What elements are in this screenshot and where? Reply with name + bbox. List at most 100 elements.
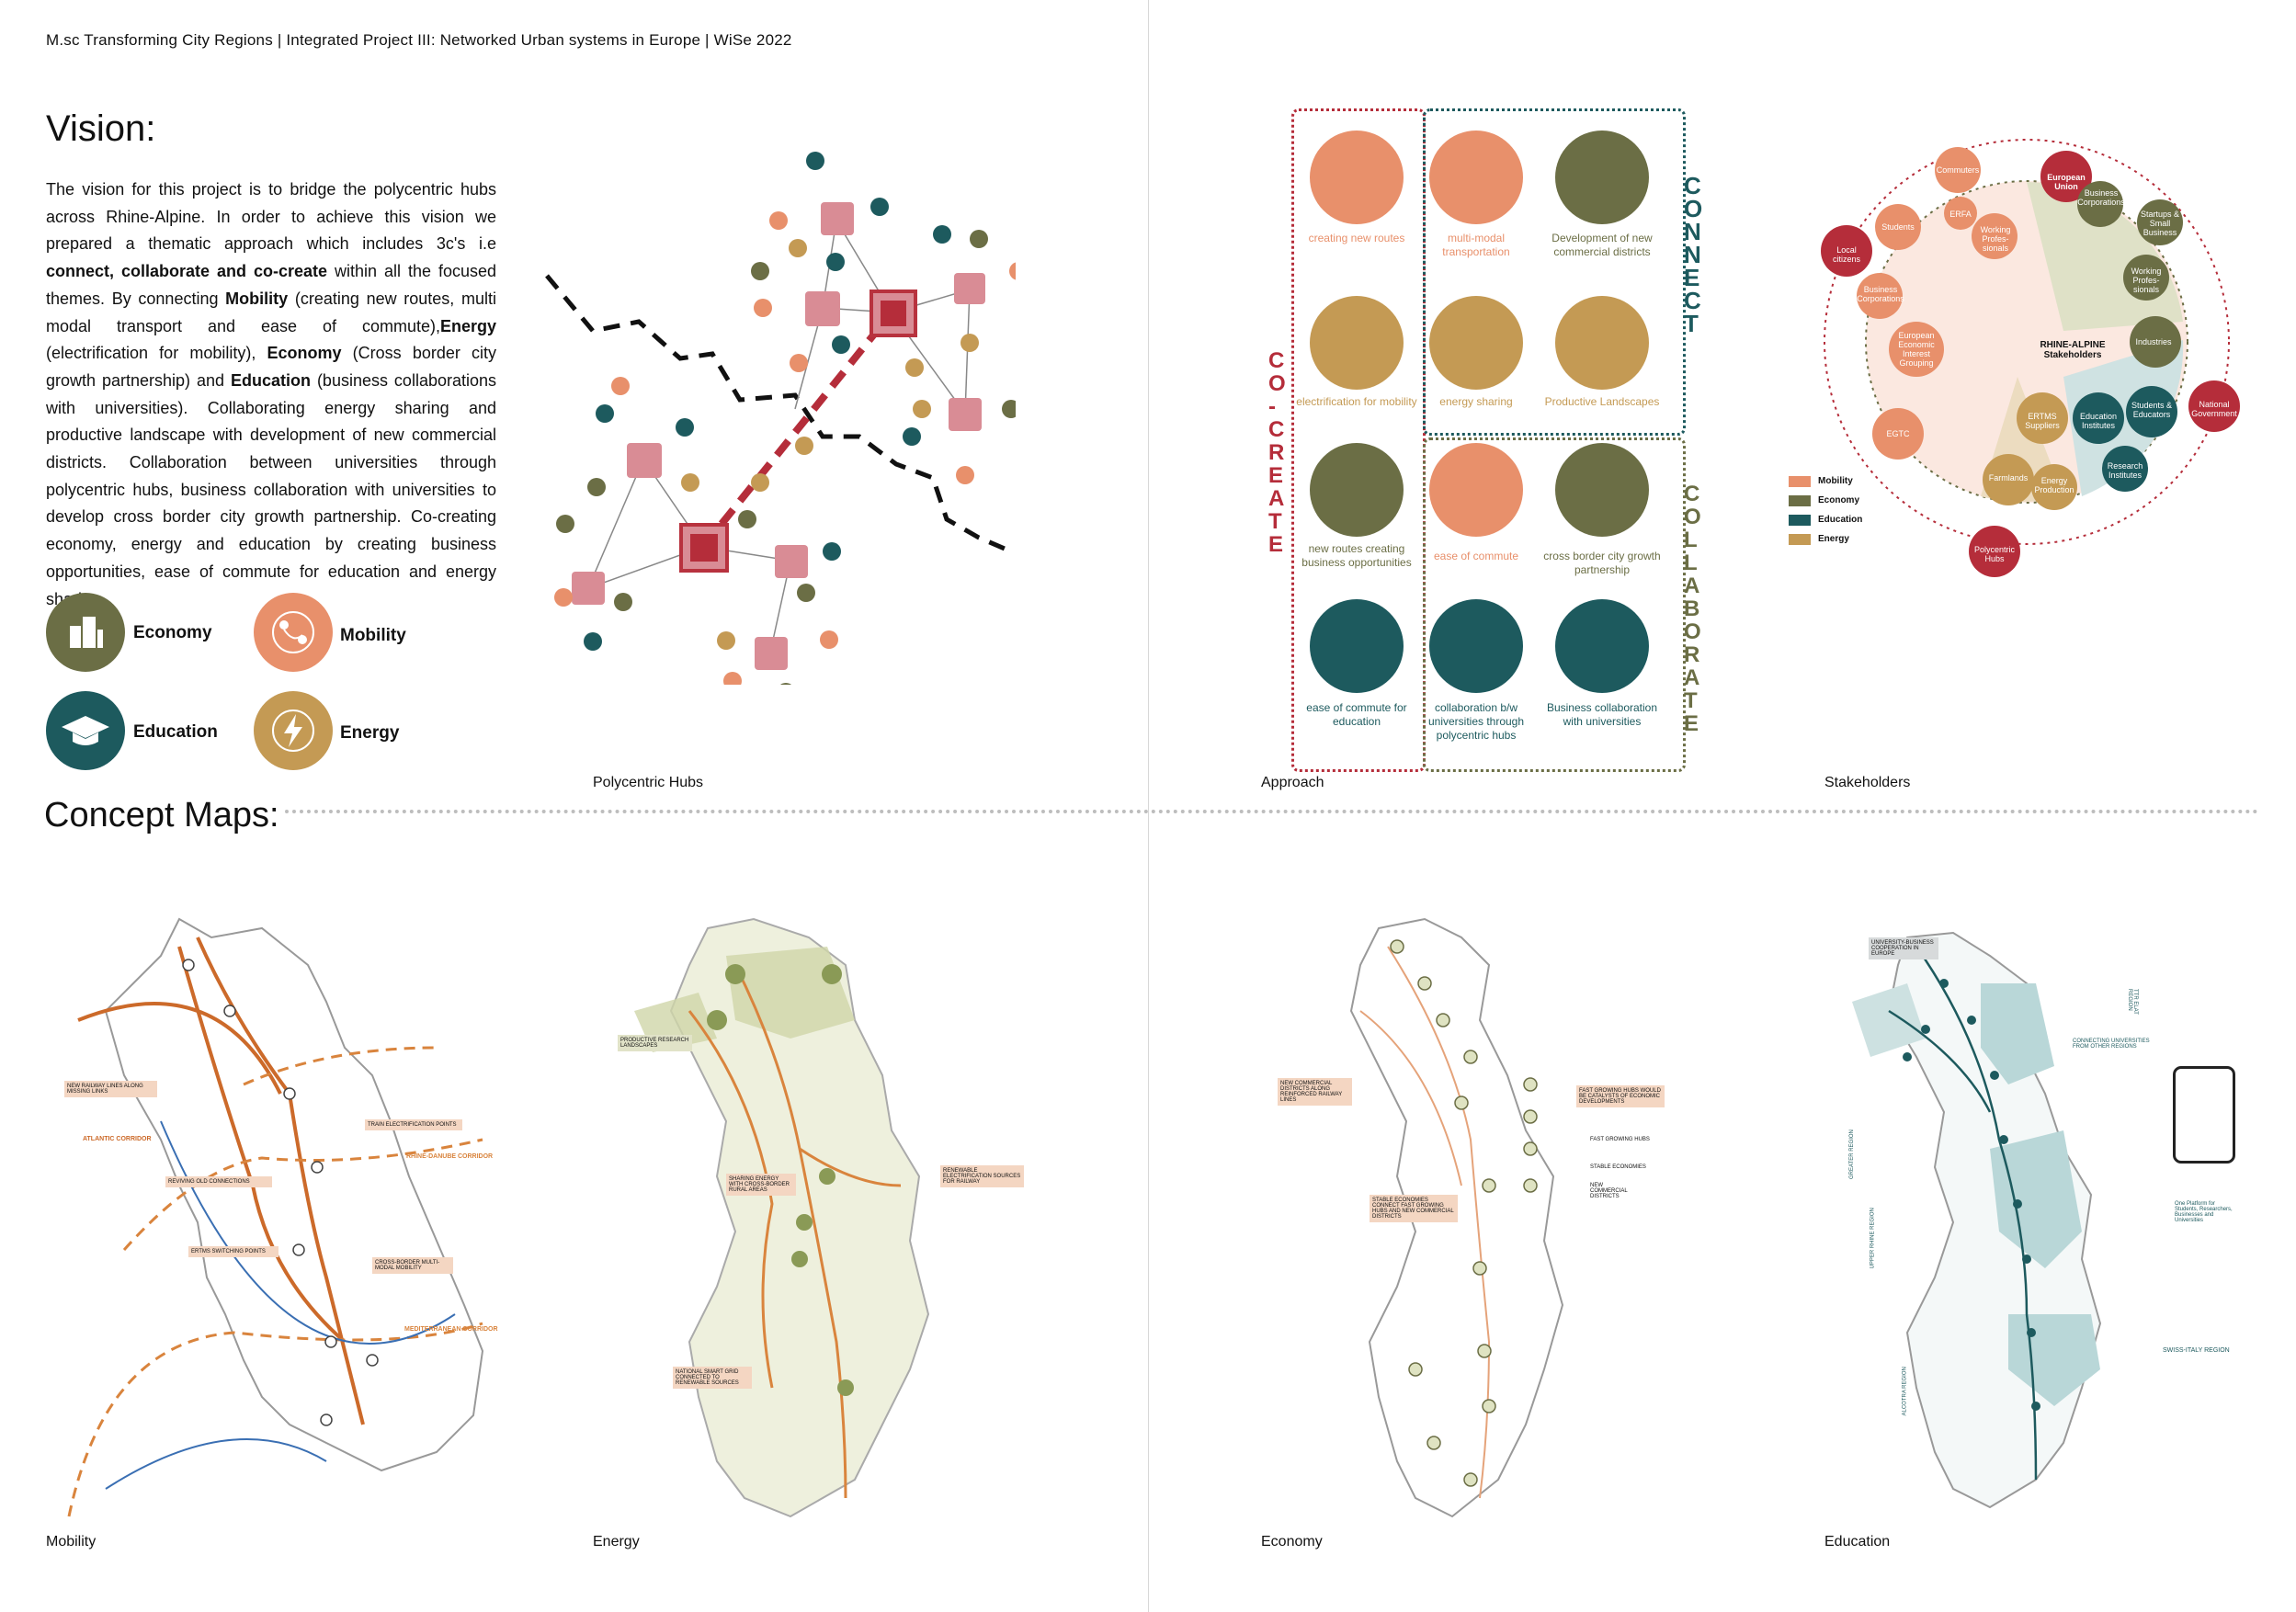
economy-legend: NEW COMMERCIAL DISTRICTS <box>1590 1183 1636 1199</box>
stakeholder-inner: Students & Educators <box>2129 401 2175 419</box>
stakeholder-inner: ERTMS Suppliers <box>2020 412 2064 430</box>
route-icon <box>1310 131 1404 224</box>
landscape-icon <box>1555 296 1649 390</box>
stakeholder-inner: Startups & Small Business <box>2137 210 2183 237</box>
energy-annotation: NATIONAL SMART GRID CONNECTED TO RENEWAB… <box>673 1367 752 1389</box>
economy-legend: STABLE ECONOMIES <box>1590 1164 1646 1170</box>
mobility-annotation: REVIVING OLD CONNECTIONS <box>165 1176 272 1187</box>
education-legend-label: Education <box>133 722 218 743</box>
cocreate-label: CO-CREATE <box>1268 349 1287 556</box>
stakeholder-outer: Polycentric Hubs <box>1970 545 2019 563</box>
stakeholder-outer: Local citizens <box>1822 245 1871 264</box>
ev-plug-icon <box>1310 296 1404 390</box>
stakeholder-inner: Research Institutes <box>2102 461 2148 480</box>
location-cart-icon <box>1310 443 1404 537</box>
energy-legend-label: Energy <box>340 723 399 744</box>
legend-label: Energy <box>1818 534 1849 544</box>
approach-item: ease of commute <box>1415 550 1537 563</box>
education-map <box>1852 928 2146 1516</box>
caption-economy: Economy <box>1261 1534 1323 1550</box>
approach-item: collaboration b/w universities through p… <box>1415 701 1537 743</box>
education-annotation: One Platform for Students, Researchers, … <box>2175 1201 2239 1223</box>
mobility-annotation: ERTMS SWITCHING POINTS <box>188 1246 278 1257</box>
stakeholders-center: RHINE-ALPINE Stakeholders <box>2018 340 2128 360</box>
energy-annotation: RENEWABLE ELECTRIFICATION SOURCES FOR RA… <box>940 1165 1024 1187</box>
approach-item: electrification for mobility <box>1296 395 1417 409</box>
energy-share-icon <box>1429 296 1523 390</box>
education-annotation: CONNECTING UNIVERSITIES FROM OTHER REGIO… <box>2073 1039 2151 1050</box>
mobility-map <box>51 910 510 1526</box>
economy-legend-icon <box>46 593 125 672</box>
mobility-annotation: TRAIN ELECTRIFICATION POINTS <box>365 1119 462 1130</box>
legend-swatch-mobility <box>1789 476 1811 487</box>
stakeholder-inner: Education Institutes <box>2075 412 2121 430</box>
growth-chart-icon <box>1555 131 1649 224</box>
caption-approach: Approach <box>1261 775 1324 791</box>
stakeholder-inner: Industries <box>2131 337 2177 346</box>
bus-icon <box>1429 443 1523 537</box>
stakeholder-inner: Working Profes-sionals <box>1972 225 2018 253</box>
mobility-annotation: CROSS-BORDER MULTI-MODAL MOBILITY <box>372 1257 453 1274</box>
stakeholder-outer: National Government <box>2189 400 2239 418</box>
stakeholder-inner: Working Profes-sionals <box>2123 267 2169 294</box>
energy-annotation: PRODUCTIVE RESEARCH LANDSCAPES <box>618 1035 692 1051</box>
approach-item: creating new routes <box>1296 232 1417 245</box>
stakeholder-inner: Business Corporations <box>2077 188 2125 207</box>
stakeholder-inner: European Economic Interest Grouping <box>1889 331 1944 368</box>
energy-map <box>634 910 947 1526</box>
vision-text: The vision for this project is to bridge… <box>46 176 496 613</box>
mobility-legend-icon <box>254 593 333 672</box>
mobility-annotation: NEW RAILWAY LINES ALONG MISSING LINKS <box>64 1081 157 1097</box>
stakeholder-inner: Business Corporations <box>1857 285 1904 303</box>
economy-annotation: FAST GROWING HUBS WOULD BE CATALYSTS OF … <box>1576 1085 1665 1107</box>
smartphone-icon <box>2173 1066 2235 1164</box>
section-dotted-line <box>285 810 2259 813</box>
education-annotation: UPPER RHINE REGION <box>1870 1200 1876 1269</box>
education-legend-icon <box>46 691 125 770</box>
mobility-legend-label: Mobility <box>340 626 406 646</box>
legend-label: Economy <box>1818 495 1859 505</box>
legend-swatch-economy <box>1789 495 1811 506</box>
education-annotation: GREATER REGION <box>1849 1124 1855 1179</box>
mobility-annotation: ATLANTIC CORRIDOR <box>83 1136 152 1142</box>
stakeholder-inner: Energy Production <box>2031 476 2077 494</box>
legend-swatch-energy <box>1789 534 1811 545</box>
mobility-annotation: RHINE-DANUBE CORRIDOR <box>406 1153 493 1160</box>
polycentric-hubs-diagram <box>519 133 1016 685</box>
approach-item: cross border city growth partnership <box>1541 550 1663 577</box>
concept-maps-title: Concept Maps: <box>44 796 279 835</box>
stakeholder-inner: Farmlands <box>1985 473 2031 482</box>
legend-label: Education <box>1818 515 1862 525</box>
connect-label: CONNECT <box>1684 175 1702 335</box>
cyclist-icon <box>1310 599 1404 693</box>
approach-item: multi-modal transportation <box>1415 232 1537 259</box>
approach-item: ease of commute for education <box>1296 701 1417 729</box>
caption-energy: Energy <box>593 1534 640 1550</box>
stakeholder-inner: ERFA <box>1942 210 1979 219</box>
energy-annotation: SHARING ENERGY WITH CROSS-BORDER RURAL A… <box>726 1174 796 1196</box>
approach-item: energy sharing <box>1415 395 1537 409</box>
network-people-icon <box>1555 443 1649 537</box>
education-annotation: ALCOTRA REGION <box>1903 1366 1908 1416</box>
caption-stakeholders: Stakeholders <box>1824 775 1910 791</box>
economy-annotation: STABLE ECONOMIES CONNECT FAST GROWING HU… <box>1370 1195 1458 1222</box>
page-header: M.sc Transforming City Regions | Integra… <box>46 31 792 50</box>
economy-legend-label: Economy <box>133 623 212 643</box>
approach-item: Business collaboration with universities <box>1541 701 1663 729</box>
caption-mobility: Mobility <box>46 1534 96 1550</box>
caption-education: Education <box>1824 1534 1890 1550</box>
approach-item: Development of new commercial districts <box>1541 232 1663 259</box>
education-annotation: TTR ELAT REGION <box>2127 989 2138 1026</box>
vision-title: Vision: <box>46 108 155 150</box>
education-annotation: UNIVERSITY-BUSINESS COOPERATION IN EUROP… <box>1869 937 1938 959</box>
theme-icons <box>554 152 1016 685</box>
collaborate-label: COLLABORATE <box>1684 482 1702 735</box>
legend-swatch-education <box>1789 515 1811 526</box>
economy-map <box>1324 910 1599 1535</box>
mobility-annotation: MEDITERRANEAN CORRIDOR <box>404 1326 498 1333</box>
caption-polycentric-hubs: Polycentric Hubs <box>593 775 703 791</box>
education-annotation: SWISS-ITALY REGION <box>2163 1347 2236 1354</box>
stakeholder-inner: EGTC <box>1880 429 1916 438</box>
approach-item: Productive Landscapes <box>1541 395 1663 409</box>
multimodal-icon <box>1429 131 1523 224</box>
